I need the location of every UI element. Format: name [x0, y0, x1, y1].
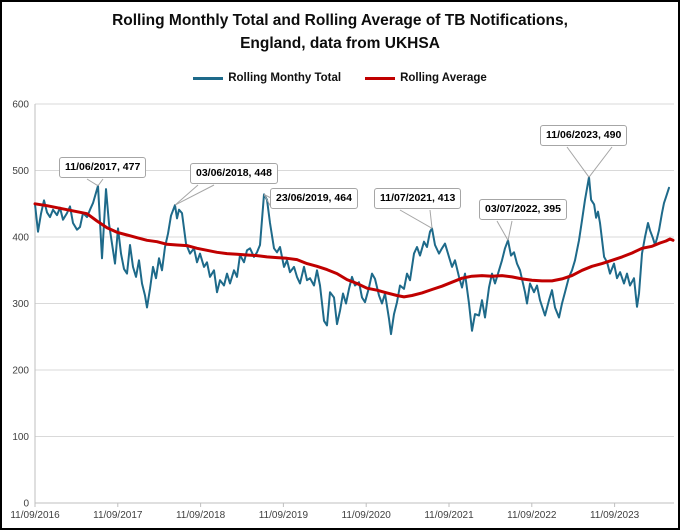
- annotation-leader-line: [174, 184, 215, 206]
- y-tick-label: 0: [23, 499, 29, 510]
- series-line-rolling-average: [33, 202, 675, 299]
- x-tick-label: 11/09/2020: [342, 510, 392, 521]
- annotation-leader-line: [263, 193, 272, 199]
- annotation-leader-line: [588, 146, 613, 178]
- annotation-callout: 11/06/2023, 490: [540, 125, 628, 146]
- x-tick-label: 11/09/2017: [93, 510, 143, 521]
- annotation-callout: 11/06/2017, 477: [59, 157, 147, 178]
- y-tick-label: 200: [12, 366, 29, 377]
- chart-title: Rolling Monthly Total and Rolling Averag…: [22, 9, 658, 55]
- x-tick-label: 11/09/2016: [10, 510, 60, 521]
- annotation-leader-line: [263, 194, 272, 208]
- annotation-leader-line: [174, 184, 199, 206]
- legend-label-rolling-average: Rolling Average: [400, 72, 487, 84]
- annotation-leader-line: [429, 209, 433, 229]
- y-tick-label: 500: [12, 166, 29, 177]
- x-tick-label: 11/09/2018: [176, 510, 226, 521]
- legend-item-rolling-monthly-total: Rolling Monthy Total: [193, 72, 341, 84]
- x-tick-label: 11/09/2022: [507, 510, 557, 521]
- x-tick-label: 11/09/2019: [259, 510, 309, 521]
- annotation-callout: 03/07/2022, 395: [479, 199, 567, 220]
- y-tick-label: 400: [12, 233, 29, 244]
- annotation-leader-line: [507, 220, 513, 241]
- chart-title-line2: England, data from UKHSA: [240, 35, 440, 52]
- annotation-leader-line: [97, 178, 104, 187]
- x-tick-label: 11/09/2021: [424, 510, 474, 521]
- chart-title-line1: Rolling Monthly Total and Rolling Averag…: [112, 12, 568, 29]
- y-tick-label: 100: [12, 432, 29, 443]
- annotation-leader-line: [86, 178, 99, 187]
- annotation-callout: 03/06/2018, 448: [190, 163, 278, 184]
- y-tick-label: 300: [12, 299, 29, 310]
- annotation-leader-line: [399, 209, 433, 229]
- annotation-leader-line: [496, 220, 509, 241]
- legend-item-rolling-average: Rolling Average: [365, 72, 487, 84]
- annotation-callout: 11/07/2021, 413: [374, 188, 462, 209]
- legend-label-monthly-total: Rolling Monthy Total: [228, 72, 342, 84]
- chart-legend: Rolling Monthy Total Rolling Average: [2, 72, 678, 84]
- x-tick-label: 11/09/2023: [590, 510, 640, 521]
- legend-swatch-monthly-total-icon: [193, 76, 224, 80]
- annotation-callout: 23/06/2019, 464: [270, 188, 358, 209]
- y-tick-label: 600: [12, 100, 29, 111]
- annotation-leader-line: [566, 146, 590, 178]
- legend-swatch-rolling-average-icon: [365, 76, 396, 80]
